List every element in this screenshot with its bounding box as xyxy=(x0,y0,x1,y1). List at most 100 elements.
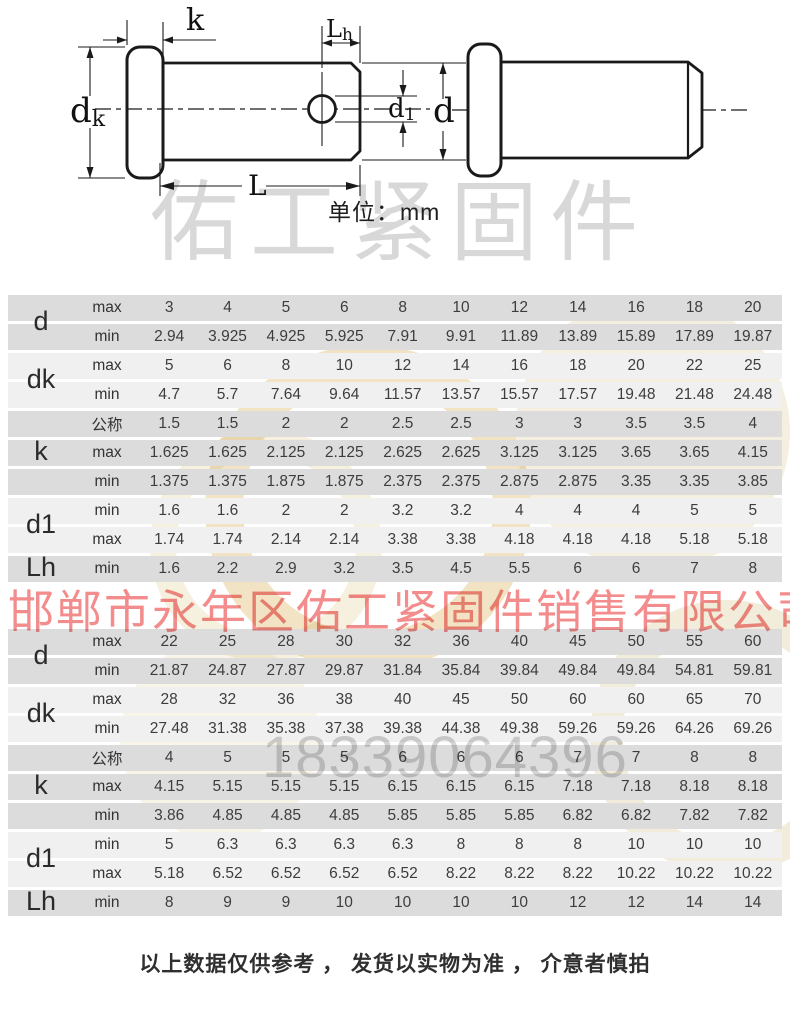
value-cell: 5 xyxy=(748,502,758,519)
table-row: min 1.375 1.375 1.875 1.875 2.375 2.375 2.875 2.… xyxy=(8,469,782,495)
value-cell: 24.87 xyxy=(208,662,247,679)
value-cell: 54.81 xyxy=(675,662,714,679)
row-type-label: min xyxy=(94,328,120,345)
value-cell: 49.84 xyxy=(616,662,656,679)
table-row: min 1.6 1.6 2 2 3.2 3.2 4 4 4 5 5 xyxy=(8,498,782,524)
value-cell: 35.38 xyxy=(266,720,306,737)
value-cell: 4.925 xyxy=(266,328,306,345)
value-cell: 5 xyxy=(339,749,349,766)
value-cell: 10 xyxy=(627,836,645,853)
dimension-label: d xyxy=(33,305,49,336)
value-cell: 3.125 xyxy=(499,444,539,461)
value-cell: 69.26 xyxy=(733,720,773,737)
value-cell: 4.5 xyxy=(450,560,472,577)
value-cell: 3.38 xyxy=(387,531,418,548)
value-cell: 3.38 xyxy=(445,531,477,548)
table-row: min 4.7 5.7 7.64 9.64 11.57 13.57 15.57 17.57 19.… xyxy=(8,382,782,408)
value-cell: 2.875 xyxy=(499,473,539,490)
value-cell: 2.14 xyxy=(329,531,360,548)
value-cell: 1.6 xyxy=(158,502,180,519)
row-type-label: min xyxy=(94,720,120,737)
value-cell: 4 xyxy=(164,749,174,766)
row-type-label: min xyxy=(94,473,120,490)
dim-label-Lh: Lh xyxy=(326,15,353,45)
value-cell: 6.82 xyxy=(562,807,593,824)
value-cell: 36 xyxy=(277,691,295,708)
value-cell: 1.5 xyxy=(216,415,239,432)
value-cell: 12 xyxy=(569,894,587,911)
value-cell: 3.5 xyxy=(683,415,706,432)
pin-side-view: k Lh dk L xyxy=(70,3,466,202)
value-cell: 9.64 xyxy=(329,386,360,403)
value-cell: 20 xyxy=(744,299,762,316)
dimension-label: k xyxy=(34,436,48,466)
value-cell: 32 xyxy=(218,691,237,708)
value-cell: 44.38 xyxy=(441,720,481,737)
value-cell: 35.84 xyxy=(441,662,481,679)
row-type-label: min xyxy=(94,386,120,403)
value-cell: 59.26 xyxy=(616,720,656,737)
value-cell: 50 xyxy=(627,633,645,650)
dim-label-d: d xyxy=(433,91,455,131)
value-cell: 5 xyxy=(281,299,291,316)
value-cell: 9.91 xyxy=(445,328,477,345)
value-cell: 20 xyxy=(627,357,645,374)
value-cell: 13.89 xyxy=(558,328,598,345)
dim-label-dk: dk xyxy=(70,91,106,132)
row-type-label: max xyxy=(92,633,122,650)
value-cell: 5.85 xyxy=(504,807,535,824)
disclaimer-note: 以上数据仅供参考 ， 发货以实物为准 ， 介意者慎拍 xyxy=(139,953,651,976)
table-row: min 27.48 31.38 35.38 37.38 39.38 44.38 49.38 59… xyxy=(8,716,782,742)
value-cell: 3.35 xyxy=(679,473,710,490)
value-cell: 5.5 xyxy=(508,560,531,577)
value-cell: 6 xyxy=(398,749,407,766)
row-type-label: min xyxy=(94,807,120,824)
row-type-label: max xyxy=(92,299,122,316)
value-cell: 10.22 xyxy=(616,865,656,882)
value-cell: 2.9 xyxy=(275,560,297,577)
value-cell: 6.15 xyxy=(445,778,477,795)
value-cell: 8.22 xyxy=(562,865,593,882)
value-cell: 4.85 xyxy=(329,807,360,824)
value-cell: 2.375 xyxy=(441,473,481,490)
value-cell: 5 xyxy=(690,502,699,519)
value-cell: 10 xyxy=(335,357,353,374)
value-cell: 8 xyxy=(748,749,758,766)
value-cell: 4.15 xyxy=(154,778,185,795)
value-cell: 2.5 xyxy=(450,415,472,432)
value-cell: 60 xyxy=(627,691,645,708)
dimension-label: Lh xyxy=(25,552,57,582)
table-row: min 5 6.3 6.3 6.3 6.3 8 8 8 10 10 10 xyxy=(8,832,782,858)
value-cell: 5.18 xyxy=(679,531,710,548)
value-cell: 2.14 xyxy=(270,531,301,548)
value-cell: 3 xyxy=(164,299,174,316)
value-cell: 1.6 xyxy=(158,560,180,577)
value-cell: 2 xyxy=(339,415,349,432)
value-cell: 2.625 xyxy=(383,444,423,461)
value-cell: 59.81 xyxy=(733,662,773,679)
value-cell: 1.875 xyxy=(324,473,364,490)
value-cell: 9 xyxy=(281,894,291,911)
row-type-label: min xyxy=(94,836,120,853)
value-cell: 4.18 xyxy=(621,531,652,548)
value-cell: 10 xyxy=(744,836,762,853)
value-cell: 38 xyxy=(335,691,353,708)
row-type-label: max xyxy=(92,357,122,374)
value-cell: 10 xyxy=(335,894,353,911)
value-cell: 1.6 xyxy=(216,502,239,519)
value-cell: 8 xyxy=(164,894,174,911)
value-cell: 55 xyxy=(685,633,704,650)
value-cell: 32 xyxy=(394,633,412,650)
dimension-label: dk xyxy=(26,363,56,394)
value-cell: 12 xyxy=(627,894,645,911)
value-cell: 14 xyxy=(452,357,470,374)
value-cell: 7.82 xyxy=(679,807,710,824)
table-group-dk: max 5 6 8 10 12 14 16 18 20 22 25 min 4.7 5.7 7.64 9.64 1… xyxy=(8,353,782,408)
value-cell: 4.18 xyxy=(504,531,535,548)
value-cell: 2.875 xyxy=(558,473,598,490)
value-cell: 2 xyxy=(281,502,291,519)
value-cell: 1.625 xyxy=(149,444,189,461)
value-cell: 45 xyxy=(569,633,587,650)
table-group-k: 公称 4 5 5 5 6 6 6 7 7 8 8 max 4.15 5.15 5.15 5.15 6.15 6.15… xyxy=(8,745,782,829)
value-cell: 11.57 xyxy=(383,386,422,403)
